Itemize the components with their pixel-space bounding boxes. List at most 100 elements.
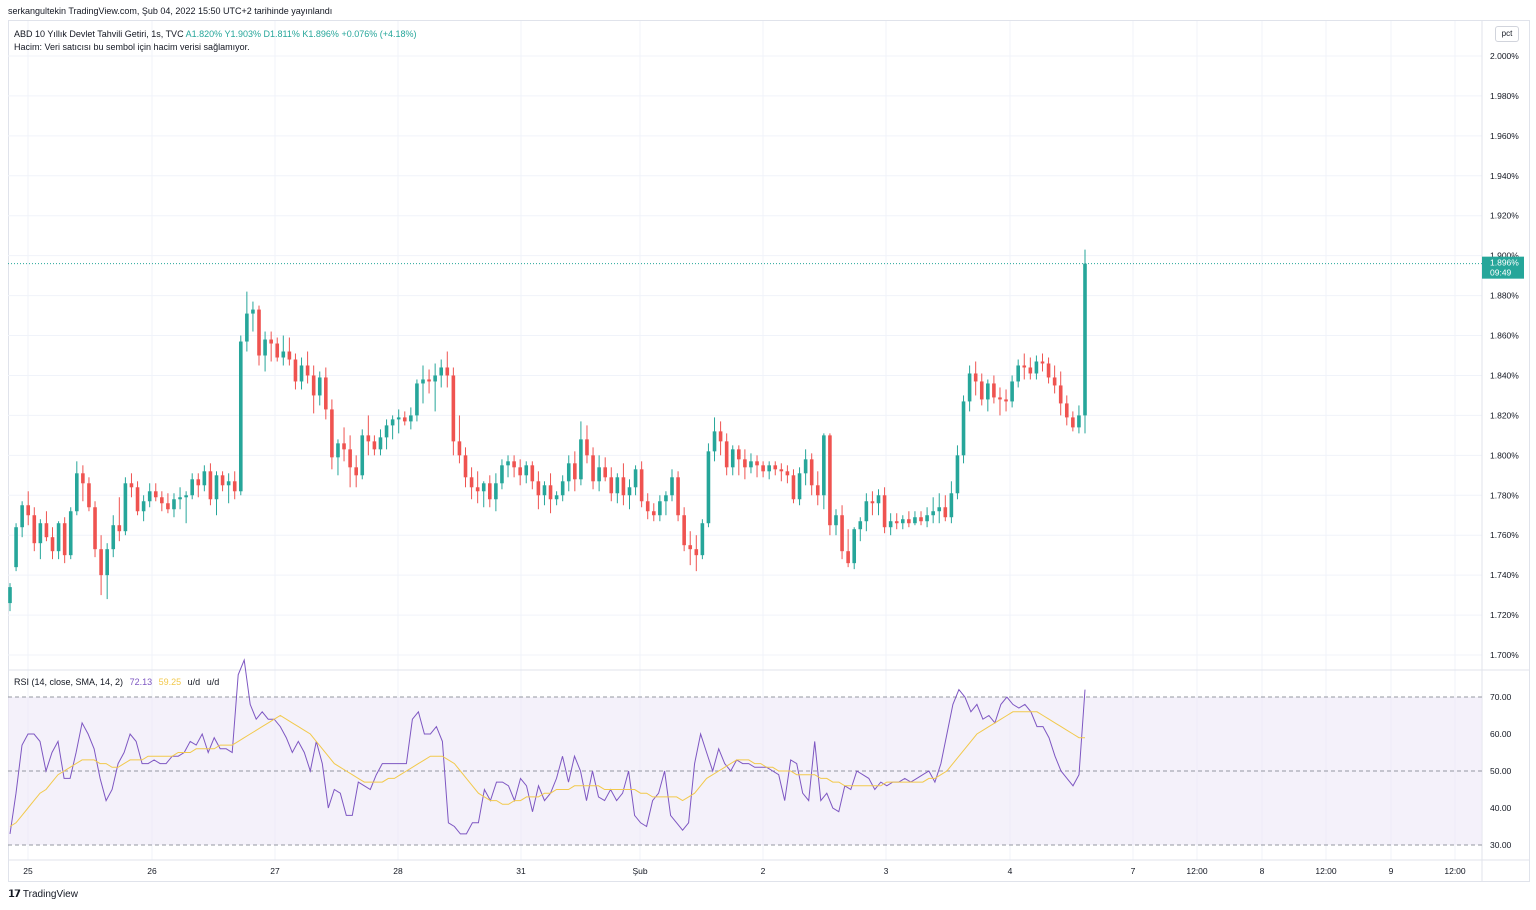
candle [153,483,158,502]
candle [955,445,960,500]
candle-body [676,477,680,516]
candle-body [712,431,717,452]
candle [62,517,67,564]
volume-note: Hacim: Veri satıcısı bu sembol için haci… [14,42,250,52]
candle [494,473,498,512]
candle [961,395,966,464]
candle [172,493,176,518]
candle-body [518,467,522,476]
candle-body [275,343,280,358]
symbol-name[interactable]: ABD 10 Yıllık Devlet Tahvili Getiri, 1s,… [14,29,184,39]
candle [949,481,954,524]
time-tick-label: 12:00 [1186,866,1208,876]
candle [160,491,164,512]
candle-body [427,379,431,382]
publish-info: serkangultekin TradingView.com, Şub 04, … [8,6,333,16]
price-tick-label: 1.920% [1490,211,1519,221]
candle-body [117,525,122,532]
time-tick-label: 26 [147,866,157,876]
candle [712,417,717,462]
candle-body [834,515,838,526]
candle [870,491,875,516]
rsi-series-rsi [9,658,1086,835]
candle [463,447,468,488]
candle [111,515,116,558]
candle-body [615,477,620,494]
candle [919,511,923,526]
candle [135,481,140,516]
candle [591,447,595,490]
candle-body [494,483,498,500]
candle [615,473,620,504]
candle-body [815,485,820,496]
candle [1034,355,1039,380]
candle [645,493,650,520]
candle [190,473,195,500]
candle-body [324,377,328,410]
candle [761,461,765,478]
candle [676,471,680,522]
candle-body [81,473,85,484]
candle [481,481,486,508]
candle-body [664,495,668,502]
rsi-tick-label: 40.00 [1490,803,1512,813]
candle [979,373,984,406]
candle-body [973,373,978,382]
candle [105,543,109,600]
candle-body [633,469,638,488]
candle-body [281,351,286,358]
candle [694,535,699,572]
candle [56,521,61,560]
price-tick-label: 1.740% [1490,570,1519,580]
candle [141,495,146,522]
candle-body [913,517,917,524]
tradingview-logo-icon: 𝟭𝟳 [8,889,21,900]
candle-body [402,417,407,422]
candle-body [591,455,595,482]
candle-body [955,455,960,494]
candle-body [603,467,607,478]
candle-body [360,435,365,476]
candle-body [220,475,225,486]
candle-body [894,521,899,524]
candle-body [287,351,292,360]
candle [876,489,881,516]
candle-body [488,483,492,500]
candle [14,523,18,572]
candle [147,483,152,508]
rsi-sma-value: 59.25 [158,677,182,687]
candle [287,337,292,366]
candle [475,471,480,504]
rsi-background [8,696,1482,846]
candle [809,453,814,496]
time-tick-label: 3 [884,866,889,876]
candle-body [585,439,589,456]
candle-body [178,497,182,500]
candle-body [311,375,316,396]
rsi-label[interactable]: RSI (14, close, SMA, 14, 2) [14,677,124,687]
candle-body [396,417,401,420]
rsi-tick-label: 60.00 [1490,729,1512,739]
price-tick-label: 1.760% [1490,530,1519,540]
candle [542,481,547,506]
candle [123,477,128,536]
candle [8,583,12,612]
candle [214,471,219,516]
tradingview-logo[interactable]: 𝟭𝟳 TradingView [8,889,78,900]
candle [372,435,377,456]
rsi-tick-label: 50.00 [1490,766,1512,776]
change-value: +0.076% (+4.18%) [341,29,417,39]
candle [488,475,492,508]
candle-body [305,365,310,376]
candle-body [1058,385,1063,404]
candle [779,463,784,482]
candle [828,433,832,536]
candle-body [645,501,650,512]
candle [986,379,990,412]
candle [621,463,626,506]
price-tick-label: 2.000% [1490,51,1519,61]
candle [20,501,24,538]
percent-scale-button[interactable]: pct [1495,26,1519,42]
open-value: A1.820% [185,29,223,39]
